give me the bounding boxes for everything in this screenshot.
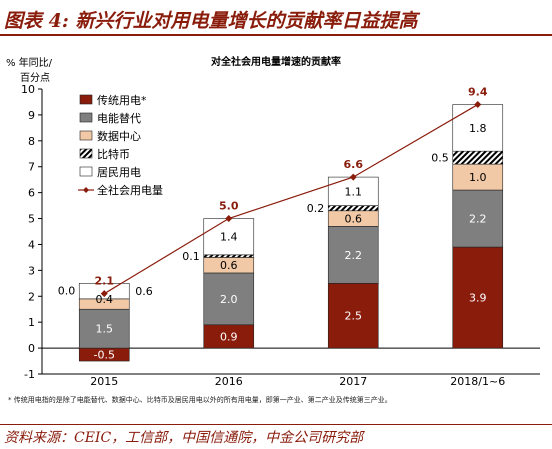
data-label-substitution: 2.2 xyxy=(345,249,363,262)
total-line-label: 2.1 xyxy=(95,275,115,288)
data-label-residential: 0.6 xyxy=(135,285,153,298)
figure-title: 图表 4: 新兴行业对用电量增长的贡献率日益提高 xyxy=(4,10,418,32)
y-tick-label: 9 xyxy=(28,109,35,122)
legend-swatch-datacenter xyxy=(79,130,93,141)
data-label-traditional: -0.5 xyxy=(94,349,115,362)
bar-segment-substitution xyxy=(327,226,379,284)
total-line-point xyxy=(349,173,357,181)
y-tick-label: 8 xyxy=(28,135,35,148)
data-label-datacenter: 1.0 xyxy=(469,171,487,184)
data-label-traditional: 0.9 xyxy=(220,330,238,343)
data-label-substitution: 1.5 xyxy=(96,323,114,336)
bar-segment-residential xyxy=(203,218,255,256)
total-line-label: 9.4 xyxy=(468,86,488,99)
y-axis-label-line2: 百分点 xyxy=(20,72,50,84)
y-tick-label: 1 xyxy=(28,316,35,329)
bar-segment-substitution xyxy=(203,272,255,326)
total-line-point xyxy=(100,290,108,298)
legend-swatch-bitcoin xyxy=(79,148,93,159)
y-tick-label: 6 xyxy=(28,187,35,200)
legend-label-substitution: 电能替代 xyxy=(97,111,141,125)
plot-area: -1 0 1 2 3 4 5 6 7 8 9 10 2015 2016 2017 2018/1~6 -0.5 1.… xyxy=(21,83,540,388)
bar-segment-bitcoin xyxy=(203,254,255,258)
y-tick-label: 2 xyxy=(28,290,35,303)
source-rule xyxy=(0,424,552,425)
y-tick-label: 7 xyxy=(28,161,35,174)
legend-label-bitcoin: 比特币 xyxy=(97,147,130,161)
data-label-datacenter: 0.4 xyxy=(96,293,114,306)
data-label-residential: 1.8 xyxy=(469,122,487,135)
y-tick-label: 5 xyxy=(28,213,35,226)
bar-segment-residential xyxy=(327,176,379,206)
bar-segment-traditional xyxy=(452,246,504,349)
bar-segment-substitution xyxy=(78,308,130,349)
y-tick-label: 4 xyxy=(28,238,35,251)
y-tick-label: 0 xyxy=(28,342,35,355)
legend-marker-total-line xyxy=(83,187,89,193)
total-line-series xyxy=(103,104,479,295)
y-tick-label: -1 xyxy=(24,368,35,381)
data-label-traditional: 2.5 xyxy=(345,310,363,323)
data-label-bitcoin: 0.2 xyxy=(307,202,325,215)
bar-segment-bitcoin xyxy=(452,150,504,165)
y-tick-label: 3 xyxy=(28,264,35,277)
source-note: 资料来源：CEIC，工信部，中国信通院，中金公司研究部 xyxy=(4,430,364,446)
x-tick-label: 2017 xyxy=(339,375,367,388)
data-label-substitution: 2.2 xyxy=(469,213,487,226)
legend-label-datacenter: 数据中心 xyxy=(97,129,141,143)
chart-svg: 对全社会用电量增速的贡献率 % 年同比/ 百分点 -1 0 1 2 3 4 5 6 7 8 9 10 2… xyxy=(6,55,540,388)
data-label-bitcoin: 0.5 xyxy=(431,152,449,165)
chart-title: 对全社会用电量增速的贡献率 xyxy=(211,55,341,68)
bar-segment-bitcoin xyxy=(327,205,379,212)
total-line-label: 5.0 xyxy=(219,200,239,213)
legend-label-traditional: 传统用电* xyxy=(97,94,147,107)
legend-swatch-residential xyxy=(79,166,93,177)
data-label-datacenter: 0.6 xyxy=(345,213,363,226)
legend-label-total-line: 全社会用电量 xyxy=(97,183,163,197)
x-tick-label: 2018/1~6 xyxy=(450,375,505,388)
y-axis-label-line1: % 年同比/ xyxy=(6,56,53,69)
legend-label-residential: 居民用电 xyxy=(97,166,141,179)
chart-container: 对全社会用电量增速的贡献率 % 年同比/ 百分点 -1 0 1 2 3 4 5 6 7 8 9 10 2… xyxy=(0,36,552,396)
data-label-bitcoin: 0.0 xyxy=(58,284,76,297)
total-line-point xyxy=(225,215,233,223)
data-label-residential: 1.4 xyxy=(220,231,238,244)
data-label-traditional: 3.9 xyxy=(469,292,487,305)
x-tick-label: 2016 xyxy=(215,375,243,388)
legend-swatch-traditional xyxy=(79,94,93,105)
total-line-point xyxy=(474,101,482,109)
bar-segment-traditional xyxy=(327,283,379,349)
data-label-substitution: 2.0 xyxy=(220,293,238,306)
bar-segment-datacenter xyxy=(452,163,504,191)
y-tick-label: 10 xyxy=(21,83,35,96)
title-rule xyxy=(0,34,552,36)
bar-segment-substitution xyxy=(452,189,504,248)
footnote: * 传统用电指的是除了电能替代、数据中心、比特币及居民用电以外的所有用电量，即第… xyxy=(8,396,392,404)
bar-segment-residential xyxy=(452,104,504,152)
legend-swatch-substitution xyxy=(79,112,93,123)
data-label-residential: 1.1 xyxy=(345,185,363,198)
x-tick-label: 2015 xyxy=(90,375,118,388)
data-label-datacenter: 0.6 xyxy=(220,259,238,272)
data-label-bitcoin: 0.1 xyxy=(182,250,200,263)
total-line-label: 6.6 xyxy=(344,158,364,171)
